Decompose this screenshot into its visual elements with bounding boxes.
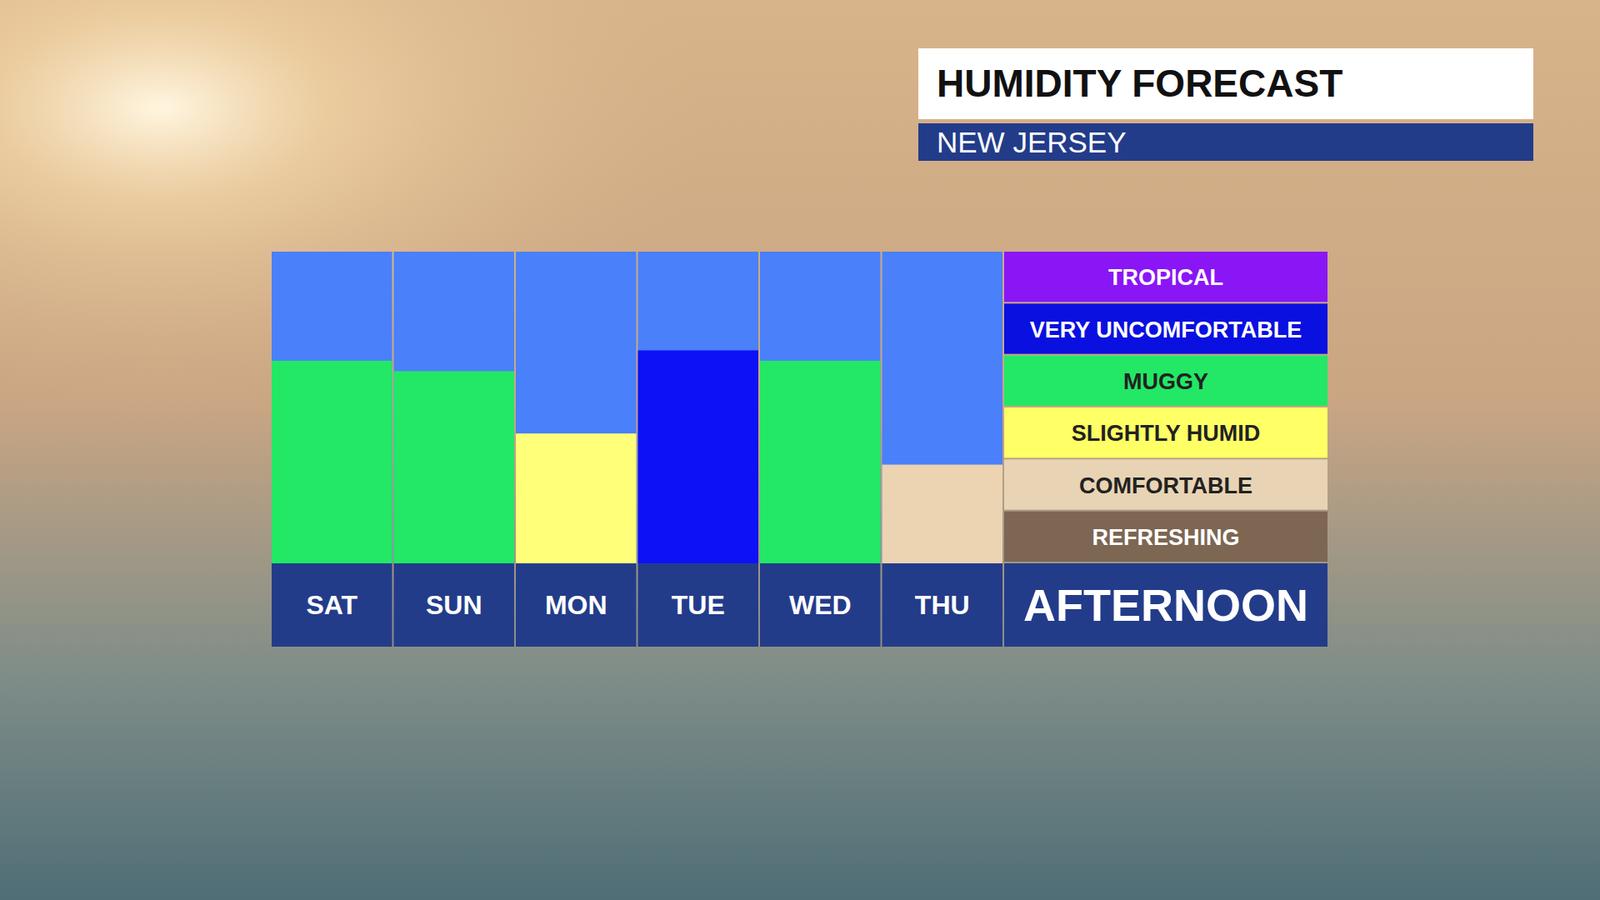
category-label: WED [789,590,852,620]
background [0,0,1600,900]
x-axis-label: AFTERNOON [1023,580,1309,630]
bar-background [638,251,760,564]
category-cell [394,563,515,647]
bar-background [394,251,515,564]
bar-background [882,251,1004,564]
category-cell [638,563,760,647]
category-label: SAT [305,590,358,620]
category-label: MON [545,590,608,620]
level-label: REFRESHING [1091,525,1240,550]
bar-background [271,251,393,564]
level-label: TROPICAL [1108,265,1224,290]
level-swatch [1004,251,1328,302]
level-label: SLIGHTLY HUMID [1071,420,1261,446]
subtitle: NEW JERSEY [936,125,1127,159]
bar [394,370,515,564]
level-swatch [1004,511,1328,562]
category-cell [760,563,881,647]
bars [271,251,1003,564]
xlabel-cell [1004,563,1328,647]
category-cell [515,563,637,647]
bar [515,433,637,564]
title-box [918,48,1534,120]
level-label: VERY UNCOMFORTABLE [1030,317,1303,343]
level-swatch [1004,459,1328,510]
category-cell [271,563,393,647]
bar-background [760,251,881,564]
level-label: COMFORTABLE [1079,473,1253,499]
category-label: TUE [671,590,725,620]
bar [638,350,760,564]
title: HUMIDITY FORECAST [936,61,1343,105]
bar [882,465,1004,564]
level-swatch [1004,303,1328,354]
subtitle-box [918,123,1534,161]
category-label: THU [915,590,970,620]
sun-glow [0,0,1600,900]
category-label: SUN [425,590,483,620]
bar-background [515,251,637,564]
bar [760,360,881,564]
level-swatch [1004,355,1328,406]
level-swatch [1004,407,1328,458]
level-label: MUGGY [1123,369,1209,395]
bar [271,360,393,564]
category-cell [882,563,1004,647]
